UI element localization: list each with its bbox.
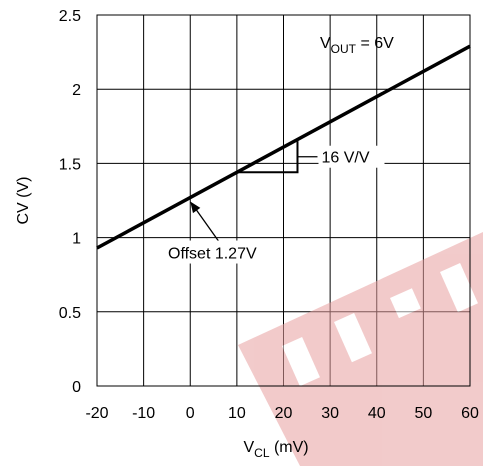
x-tick-label: 60 bbox=[461, 405, 479, 422]
x-tick-label: 40 bbox=[368, 405, 386, 422]
x-tick-label: 20 bbox=[275, 405, 293, 422]
x-tick-label: 0 bbox=[186, 405, 195, 422]
vout-sub: OUT bbox=[331, 42, 357, 56]
plot-frame bbox=[96, 14, 471, 387]
offset-arrow bbox=[190, 201, 221, 244]
x-tick-label: 30 bbox=[321, 405, 339, 422]
x-label-main: V bbox=[244, 439, 255, 456]
y-tick-label: 0.5 bbox=[59, 305, 81, 322]
x-tick-label: 50 bbox=[414, 405, 432, 422]
watermark-logo bbox=[238, 232, 483, 466]
x-label-rest: (mV) bbox=[270, 439, 309, 456]
vout-annotation: VOUT = 6V bbox=[320, 35, 394, 56]
y-tick-label: 0 bbox=[72, 379, 81, 396]
y-tick-label: 2.5 bbox=[59, 8, 81, 25]
y-tick-labels: 0 0.5 1 1.5 2 2.5 bbox=[59, 8, 81, 396]
y-axis-label: CV (V) bbox=[15, 177, 32, 225]
grid-lines bbox=[96, 14, 471, 387]
vout-rest: = 6V bbox=[356, 35, 394, 52]
x-tick-labels: -20 -10 0 10 20 30 40 50 60 bbox=[85, 405, 479, 422]
series-line bbox=[96, 44, 471, 250]
x-label-sub: CL bbox=[254, 446, 270, 460]
x-tick-label: 10 bbox=[228, 405, 246, 422]
slope-label-background bbox=[318, 145, 385, 168]
y-tick-label: 2 bbox=[72, 82, 81, 99]
offset-label-background bbox=[164, 240, 280, 264]
slope-annotation: 16 V/V bbox=[321, 150, 369, 167]
offset-annotation: Offset 1.27V bbox=[168, 246, 257, 263]
x-tick-label: -20 bbox=[85, 405, 108, 422]
x-axis-label: VCL (mV) bbox=[244, 439, 309, 460]
vout-main: V bbox=[320, 35, 331, 52]
y-tick-label: 1 bbox=[72, 231, 81, 248]
slope-triangle bbox=[236, 141, 299, 174]
x-tick-label: -10 bbox=[132, 405, 155, 422]
y-tick-label: 1.5 bbox=[59, 156, 81, 173]
